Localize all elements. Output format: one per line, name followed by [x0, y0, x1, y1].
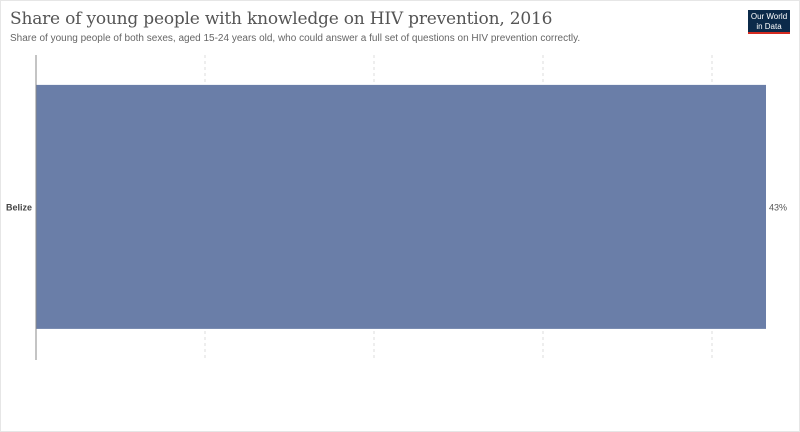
owid-logo[interactable]: Our World in Data	[748, 10, 790, 34]
chart-title: Share of young people with knowledge on …	[10, 9, 553, 29]
category-label: Belize	[6, 202, 32, 212]
chart-subtitle: Share of young people of both sexes, age…	[10, 33, 581, 44]
labels: Belize 43%	[6, 202, 787, 212]
bar-belize[interactable]	[36, 84, 766, 329]
value-label: 43%	[769, 202, 787, 212]
bars	[36, 84, 766, 329]
logo-line-2: in Data	[756, 22, 782, 31]
logo-line-1: Our World	[750, 12, 788, 21]
